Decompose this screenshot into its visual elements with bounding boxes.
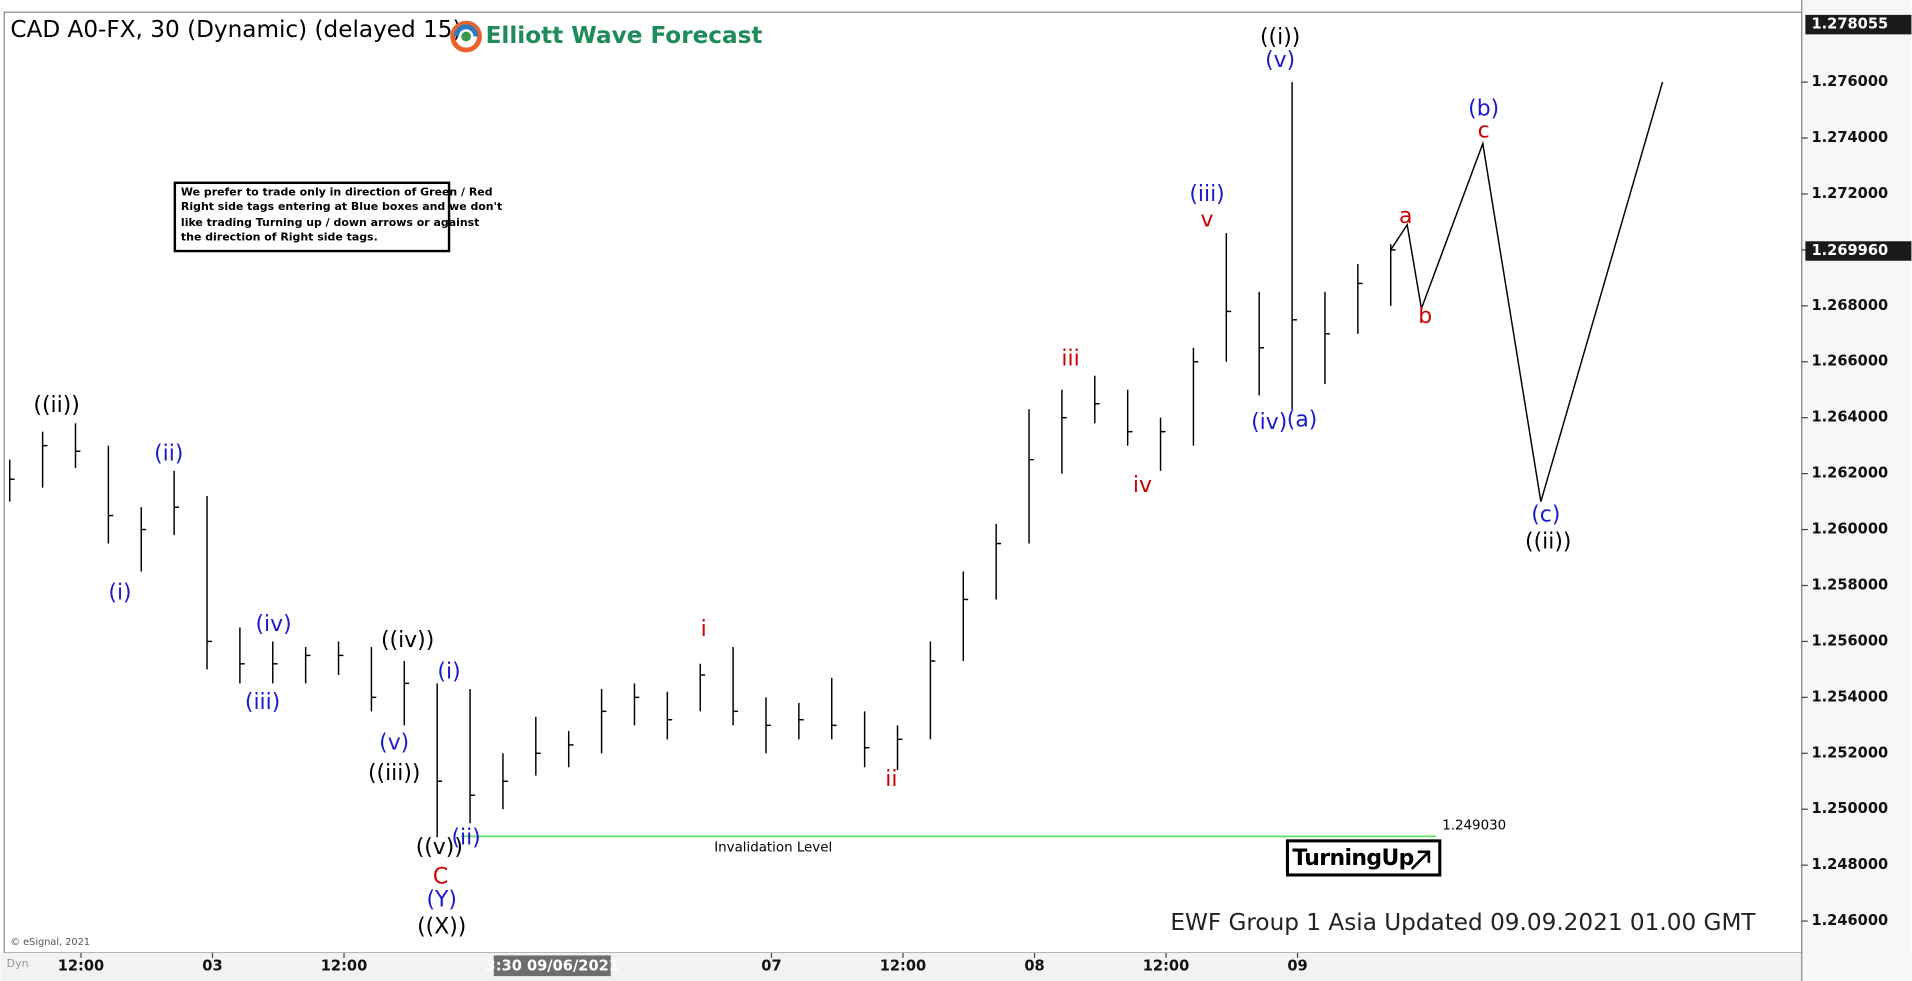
note: We prefer to trade only in direction of …	[181, 186, 502, 244]
wave-label: ((X))	[417, 914, 466, 939]
note-line: the direction of Right side tags.	[181, 231, 378, 244]
x-tick-label: 07	[761, 957, 781, 974]
cursor-tag	[493, 955, 611, 977]
wave-label: (iv)	[1251, 410, 1287, 435]
wave-label: (v)	[379, 730, 409, 755]
wave-label: C	[433, 864, 448, 889]
wave-label: ii	[885, 767, 897, 792]
cursor-label: 3:30 09/06/2021	[486, 957, 619, 974]
x-tick-label: 03	[202, 957, 222, 974]
x-axis-strip	[0, 952, 1912, 981]
y-tick-label: 1.248000	[1811, 856, 1888, 873]
price-tag	[1805, 241, 1912, 261]
wave-label: (v)	[1265, 48, 1295, 73]
note-line: like trading Turning up / down arrows or…	[181, 216, 480, 229]
wave-label: ((iii))	[368, 761, 420, 786]
wave-label: (iii)	[245, 690, 280, 715]
invalidation-text: Invalidation Level	[714, 840, 832, 855]
note-line: Right side tags entering at Blue boxes a…	[181, 200, 502, 213]
y-tick-label: 1.276000	[1811, 73, 1888, 90]
x-tick-label: 12:00	[1143, 957, 1190, 974]
x-tick-label: 12:00	[321, 957, 368, 974]
wave-label: (i)	[437, 660, 460, 685]
wave-label: (ii)	[154, 442, 183, 467]
wave-label: c	[1478, 119, 1490, 144]
y-tick-label: 1.260000	[1811, 521, 1888, 538]
y-tick-label: 1.258000	[1811, 576, 1888, 593]
y-tick-label: 1.254000	[1811, 688, 1888, 705]
y-tick-label: 1.256000	[1811, 632, 1888, 649]
chart-title: CAD A0-FX, 30 (Dynamic) (delayed 15)	[10, 17, 461, 43]
wave-label: (i)	[108, 580, 131, 605]
wave-label: (b)	[1468, 97, 1499, 122]
y-tick-label: 1.246000	[1811, 912, 1888, 929]
footer: EWF Group 1 Asia Updated 09.09.2021 01.0…	[1170, 910, 1756, 936]
logo-text: Elliott Wave Forecast	[486, 23, 763, 49]
price-tag-label: 1.269960	[1811, 242, 1888, 259]
y-tick-label: 1.264000	[1811, 409, 1888, 426]
wave-label: b	[1418, 304, 1432, 329]
wave-label: (iv)	[255, 612, 291, 637]
wave-label: ((ii))	[1525, 529, 1571, 554]
note-box	[173, 181, 451, 253]
corner-label: Dyn	[7, 957, 29, 970]
price-tag-label: 1.278055	[1811, 16, 1888, 33]
wave-label: ((iv))	[381, 628, 434, 653]
signal-text: TurningUp	[1292, 846, 1413, 871]
y-tick-label: 1.268000	[1811, 297, 1888, 314]
wave-label: (iii)	[1189, 182, 1224, 207]
y-tick-label: 1.250000	[1811, 800, 1888, 817]
y-tick-label: 1.262000	[1811, 465, 1888, 482]
wave-label: (c)	[1531, 502, 1560, 527]
signal-arrow	[1410, 850, 1431, 870]
y-tick-label: 1.252000	[1811, 744, 1888, 761]
wave-label: iv	[1133, 473, 1152, 498]
y-axis-strip	[1801, 0, 1912, 981]
wave-label: ((ii))	[33, 393, 79, 418]
copyright: © eSignal, 2021	[10, 937, 90, 948]
y-tick-label: 1.272000	[1811, 185, 1888, 202]
wave-label: a	[1399, 204, 1412, 229]
x-tick-label: 12:00	[58, 957, 105, 974]
wave-label: (a)	[1287, 407, 1318, 432]
wave-label: (Y)	[426, 888, 457, 913]
wave-label: i	[701, 617, 707, 642]
price-tag	[1805, 14, 1912, 35]
x-tick-label: 08	[1024, 957, 1044, 974]
wave-label: (ii)	[451, 825, 480, 850]
y-tick-label: 1.274000	[1811, 129, 1888, 146]
signal-box	[1285, 839, 1442, 877]
logo-icon	[450, 20, 482, 53]
projection-line	[1390, 81, 1664, 502]
wave-label: ((i))	[1260, 25, 1300, 50]
wave-label: ((v))	[416, 835, 463, 860]
y-tick-label: 1.266000	[1811, 353, 1888, 370]
invalidation-value: 1.249030	[1442, 818, 1506, 833]
x-tick-label: 09	[1287, 957, 1307, 974]
note-line: We prefer to trade only in direction of …	[181, 186, 493, 199]
x-tick-label: 12:00	[880, 957, 927, 974]
wave-label: iii	[1061, 346, 1079, 371]
wave-label: v	[1201, 208, 1214, 233]
